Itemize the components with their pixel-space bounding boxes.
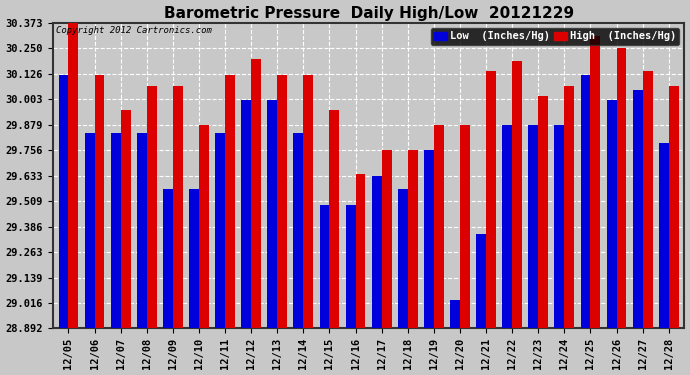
Bar <box>189 189 199 328</box>
Bar <box>398 189 408 328</box>
Bar <box>147 86 157 328</box>
Bar <box>137 133 147 328</box>
Bar <box>267 100 277 328</box>
Bar <box>199 125 209 328</box>
Bar <box>110 133 121 328</box>
Bar <box>59 75 68 328</box>
Bar <box>85 133 95 328</box>
Legend: Low  (Inches/Hg), High  (Inches/Hg): Low (Inches/Hg), High (Inches/Hg) <box>431 28 679 45</box>
Bar <box>529 125 538 328</box>
Bar <box>580 75 591 328</box>
Bar <box>633 90 642 328</box>
Bar <box>669 86 679 328</box>
Bar <box>659 143 669 328</box>
Bar <box>329 110 339 328</box>
Bar <box>355 174 366 328</box>
Bar <box>538 96 548 328</box>
Bar <box>225 75 235 328</box>
Bar <box>502 125 512 328</box>
Bar <box>304 75 313 328</box>
Bar <box>163 189 173 328</box>
Bar <box>215 133 225 328</box>
Bar <box>555 125 564 328</box>
Bar <box>382 150 392 328</box>
Bar <box>424 150 434 328</box>
Bar <box>251 59 261 328</box>
Bar <box>450 300 460 328</box>
Bar <box>121 110 130 328</box>
Bar <box>607 100 617 328</box>
Bar <box>293 133 304 328</box>
Bar <box>95 75 104 328</box>
Bar <box>173 86 183 328</box>
Bar <box>241 100 251 328</box>
Bar <box>512 61 522 328</box>
Bar <box>408 150 417 328</box>
Bar <box>476 234 486 328</box>
Bar <box>372 176 382 328</box>
Bar <box>486 71 496 328</box>
Title: Barometric Pressure  Daily High/Low  20121229: Barometric Pressure Daily High/Low 20121… <box>164 6 573 21</box>
Bar <box>68 23 79 328</box>
Bar <box>642 71 653 328</box>
Bar <box>564 86 574 328</box>
Bar <box>277 75 287 328</box>
Bar <box>434 125 444 328</box>
Bar <box>460 125 470 328</box>
Bar <box>617 48 627 328</box>
Bar <box>346 205 355 328</box>
Bar <box>591 36 600 328</box>
Text: Copyright 2012 Cartronics.com: Copyright 2012 Cartronics.com <box>56 26 212 35</box>
Bar <box>319 205 329 328</box>
